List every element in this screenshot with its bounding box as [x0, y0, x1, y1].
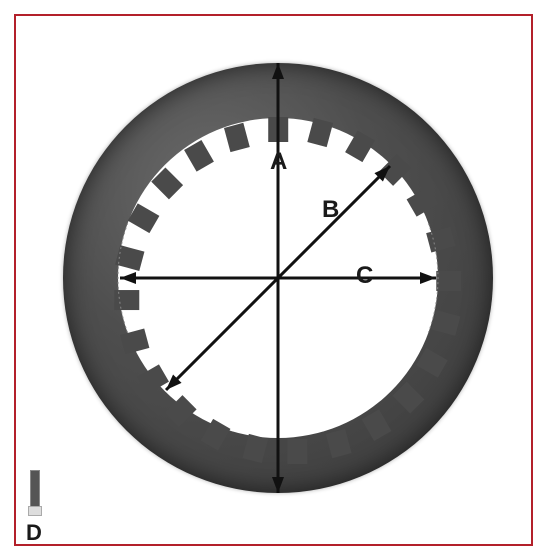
- clutch-tooth: [268, 117, 288, 142]
- clutch-tooth: [436, 271, 461, 291]
- dimension-label-d: D: [26, 520, 42, 546]
- dimension-label-a: A: [270, 148, 287, 176]
- clutch-tooth: [288, 439, 308, 464]
- dimension-label-b: B: [322, 196, 339, 224]
- dimension-label-c: C: [356, 262, 373, 290]
- clutch-tooth: [114, 291, 139, 311]
- thickness-bar-cap: [28, 506, 42, 516]
